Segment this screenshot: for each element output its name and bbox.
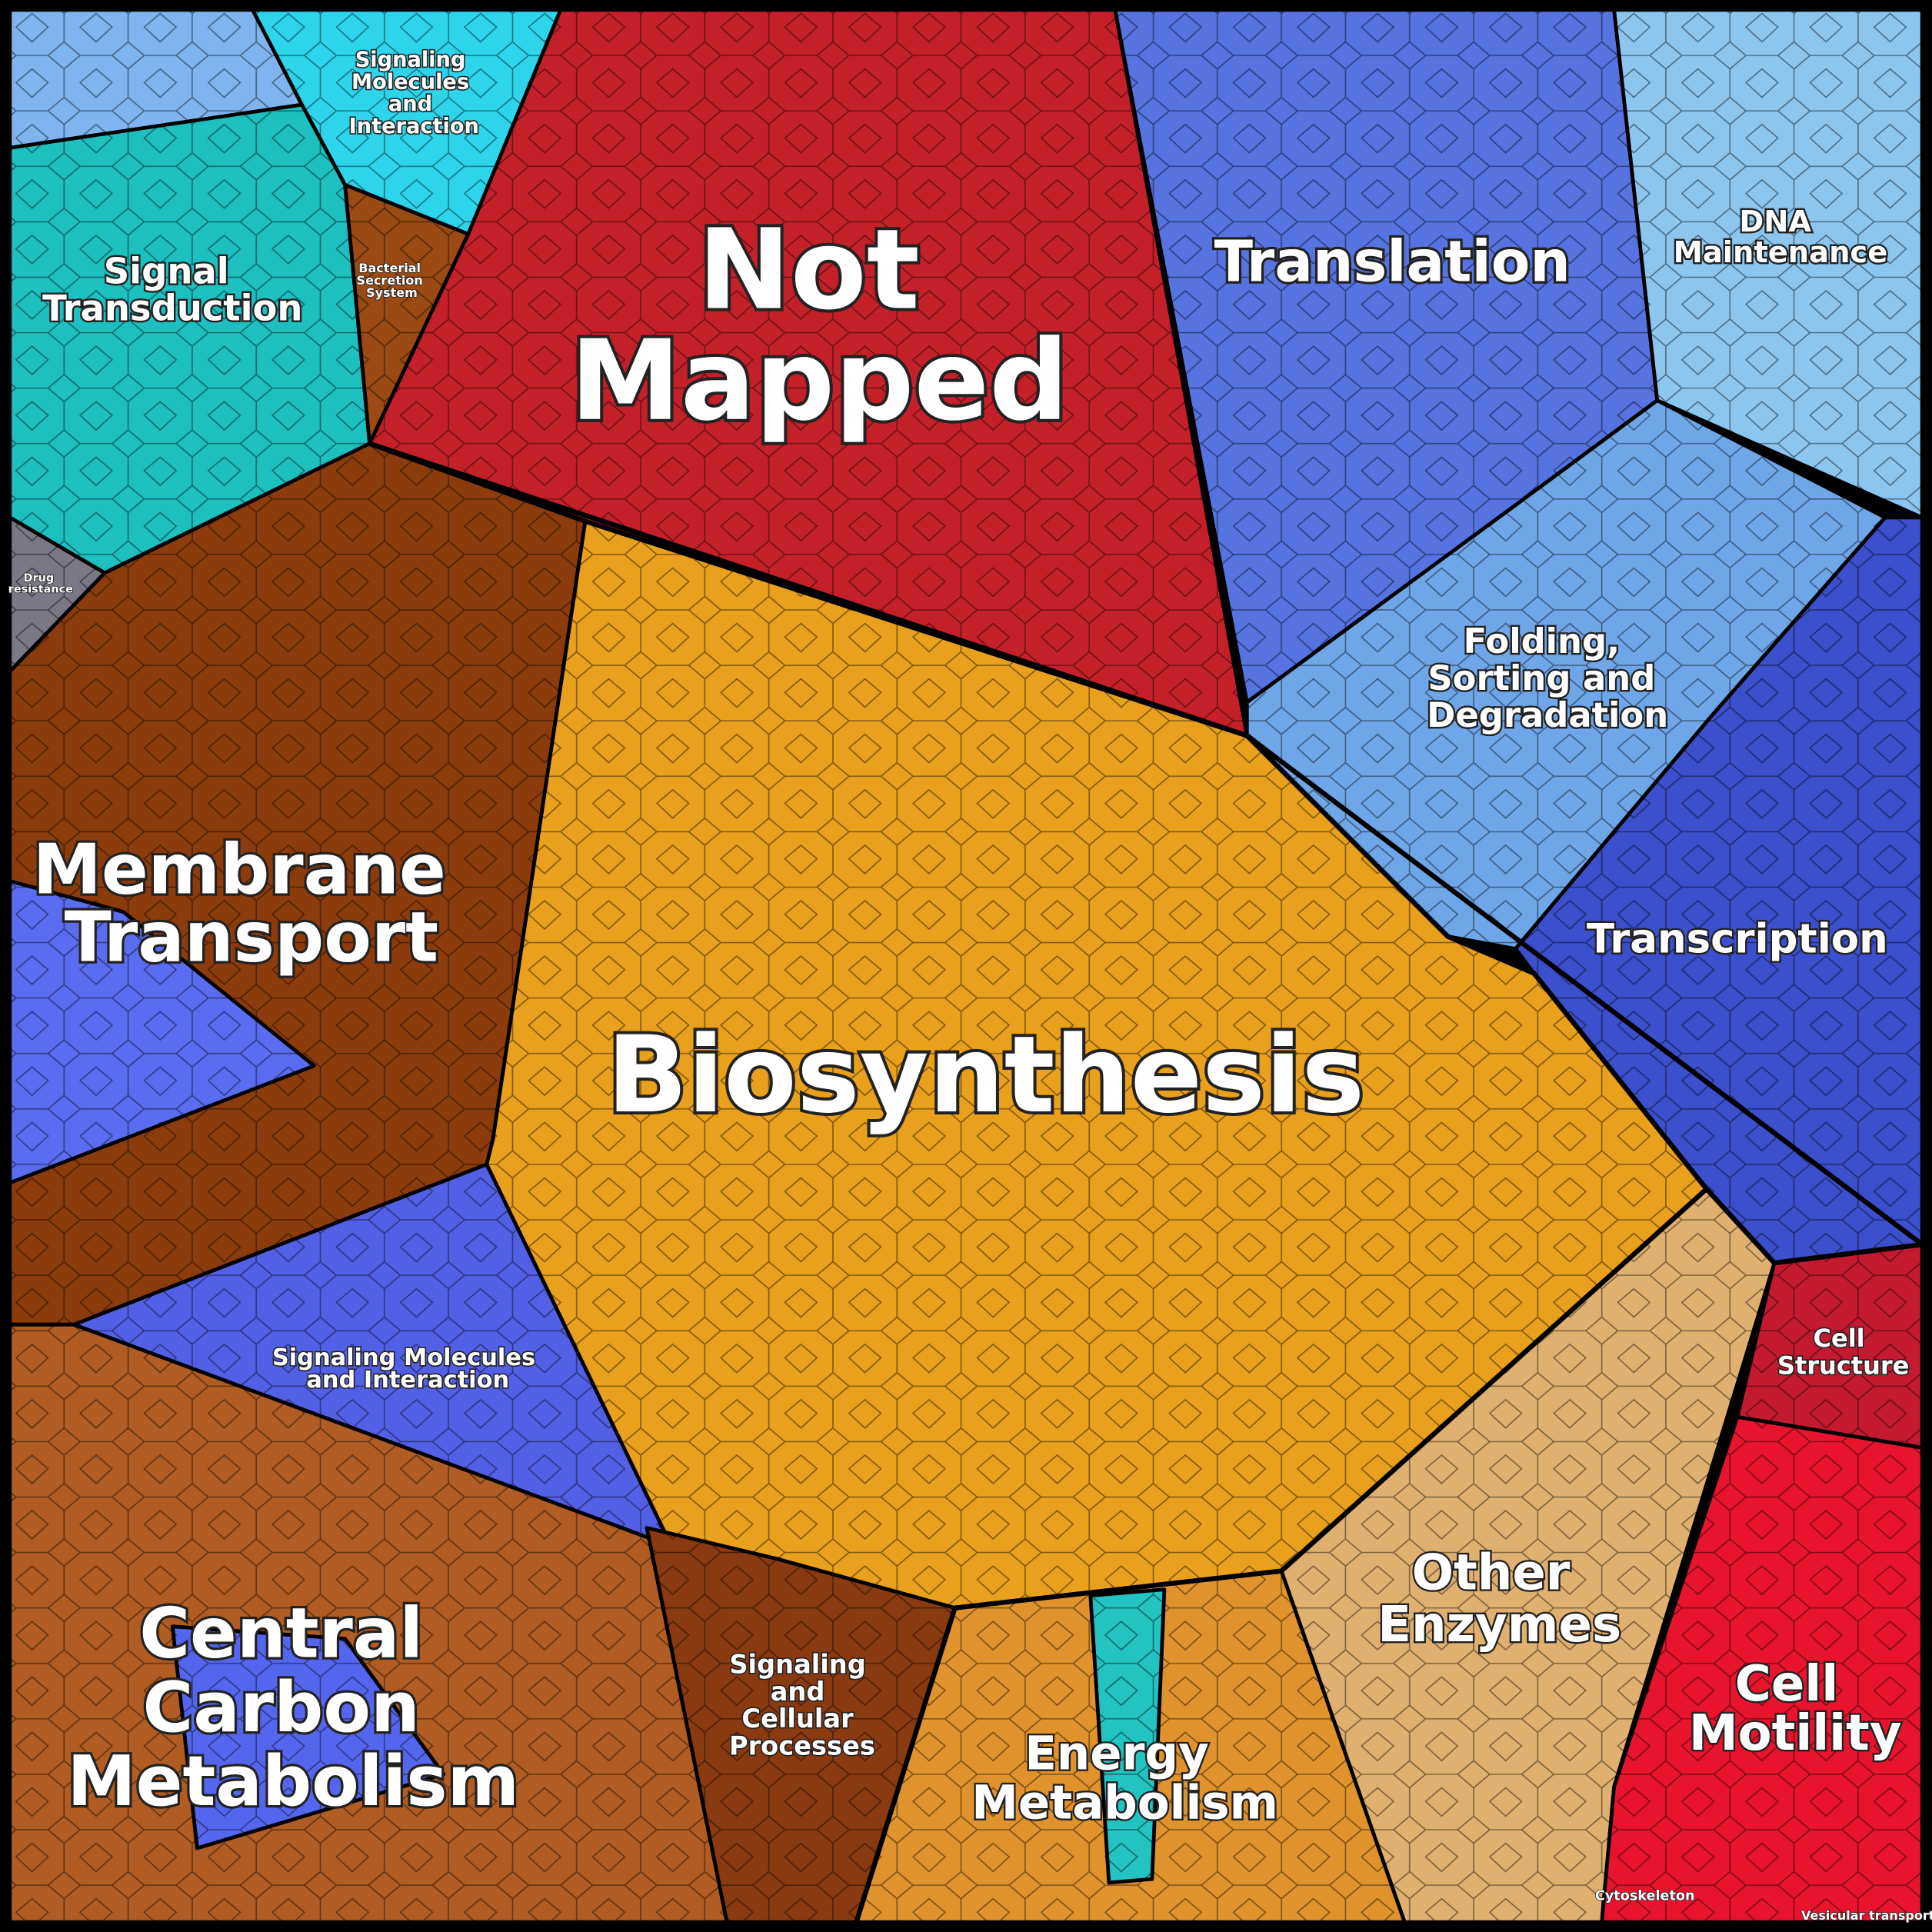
label-line: Cellular (741, 1704, 854, 1734)
label-line: Transduction (42, 288, 302, 329)
label: Not Mapped (570, 206, 1068, 446)
label-line: Maintenance (1674, 235, 1888, 270)
label-line: DNA (1739, 205, 1811, 239)
label-line: Not (698, 206, 920, 335)
label: Drug resistance (8, 572, 73, 595)
label-line: Cytoskeleton (1595, 1888, 1695, 1904)
label: Other Enzymes (1377, 1545, 1621, 1654)
label: Translation (1214, 229, 1571, 295)
boundary (368, 441, 1248, 738)
label-line: Signal (104, 250, 229, 291)
label: Cell Structure (1777, 1324, 1910, 1380)
label-line: Biosynthesis (607, 1014, 1364, 1137)
label: Bacterial Secretion System (357, 261, 428, 300)
label-line: and (771, 1677, 825, 1707)
label: Energy Metabolism (971, 1727, 1278, 1830)
labels: Signaling Molecules and Interaction Sign… (8, 47, 1932, 1924)
label-line: resistance (8, 584, 73, 596)
label-line: Transport (65, 898, 438, 978)
label-line: Cell (1813, 1324, 1864, 1353)
label-line: Transcription (1587, 915, 1888, 962)
label-line: Motility (1689, 1705, 1902, 1762)
label-line: Structure (1777, 1351, 1910, 1380)
label-line: Translation (1214, 229, 1571, 295)
label: Vesicular transport (1801, 1908, 1932, 1923)
label-line: Processes (729, 1730, 875, 1760)
label-line: Signaling (355, 48, 466, 72)
label-line: Carbon (143, 1668, 420, 1748)
label-line: System (366, 285, 418, 300)
boundary (854, 1187, 1708, 1924)
label-line: Enzymes (1377, 1597, 1621, 1654)
label-line: Metabolism (971, 1776, 1278, 1830)
label-line: Energy (1024, 1727, 1208, 1781)
label-line: Sorting and (1427, 658, 1655, 698)
label-line: Bacterial (358, 261, 421, 275)
label: DNA Maintenance (1674, 205, 1888, 270)
label-line: Central (139, 1594, 423, 1674)
label-line: Interaction (349, 115, 479, 138)
label: Transcription (1587, 915, 1888, 962)
label-line: Metabolism (67, 1742, 519, 1822)
label-line: Mapped (570, 317, 1068, 446)
label: Membrane Transport (33, 830, 471, 978)
label-line: Degradation (1427, 695, 1668, 735)
label-line: Membrane (33, 830, 446, 910)
label: Folding, Sorting and Degradation (1427, 621, 1668, 735)
label-line: and (388, 92, 432, 116)
label-line: Molecules (351, 70, 469, 94)
label-line: Signaling Molecules (272, 1344, 535, 1371)
label-line: Cell (1735, 1656, 1838, 1713)
label: Signal Transduction (42, 250, 302, 328)
label: Cytoskeleton (1595, 1888, 1695, 1904)
label: Central Carbon Metabolism (67, 1594, 519, 1822)
label-line: Signaling (729, 1650, 866, 1680)
label-line: Drug (24, 572, 55, 585)
label-line: Other (1412, 1545, 1571, 1602)
label-line: Folding, (1464, 621, 1621, 661)
label: Signaling Molecules and Interaction (349, 48, 479, 139)
label-line: and Interaction (306, 1367, 509, 1394)
label: Cell Motility (1689, 1656, 1902, 1762)
label: Signaling and Cellular Processes (729, 1650, 875, 1761)
label: Signaling Molecules and Interaction (272, 1344, 544, 1394)
label-line: Secretion (357, 273, 423, 288)
label: Biosynthesis (607, 1014, 1364, 1137)
label-line: Vesicular transport (1801, 1908, 1932, 1923)
